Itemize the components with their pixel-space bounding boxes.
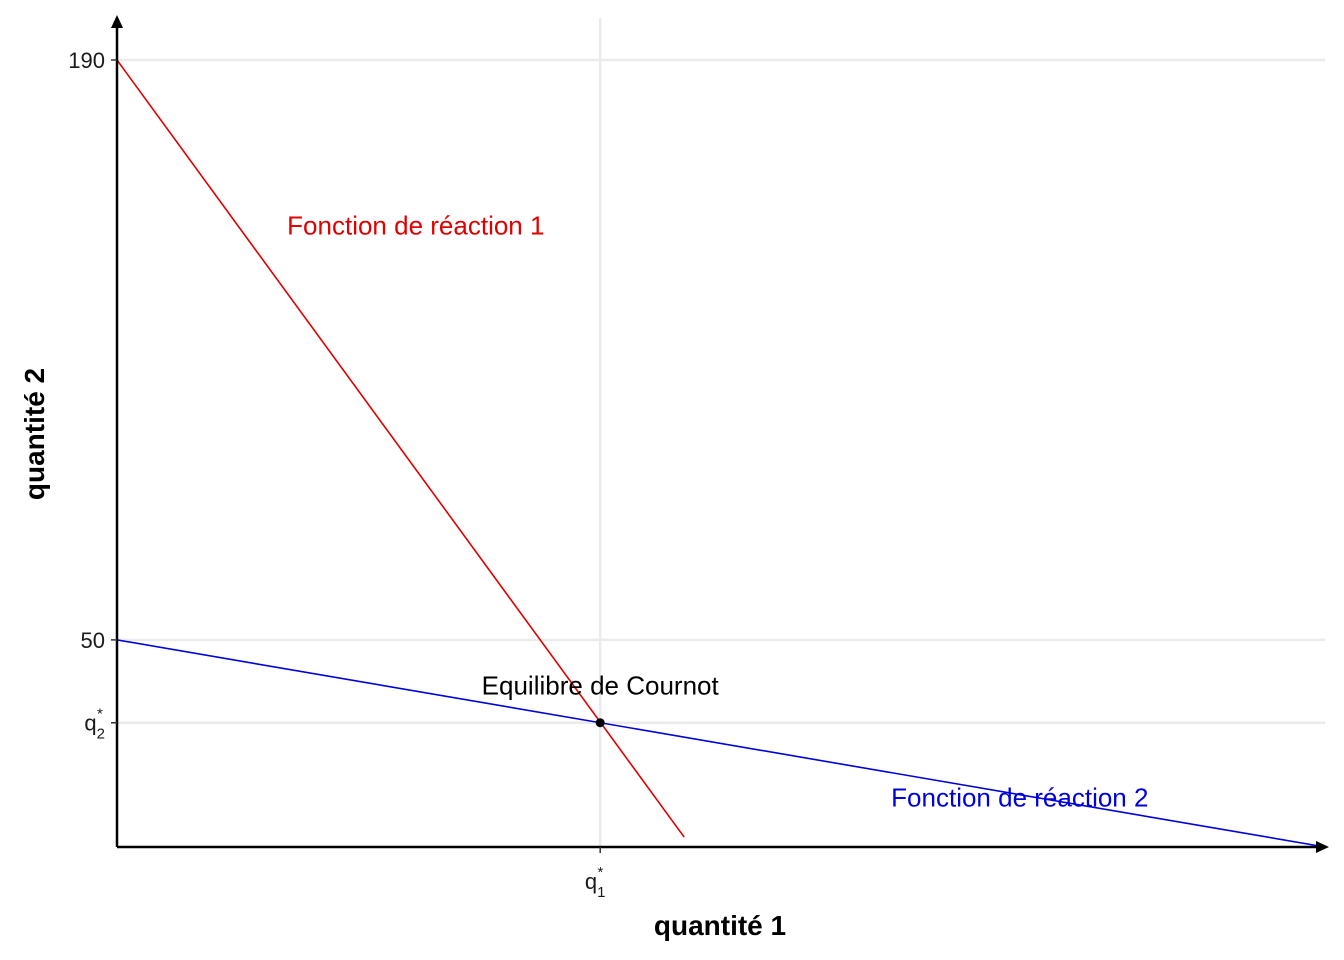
y-tick-label-0: 190: [68, 48, 105, 73]
axes: 190 50 q2* q1*: [68, 15, 1329, 901]
y-tick-label-2: q2*: [84, 706, 105, 743]
y-axis-title: quantité 2: [19, 368, 50, 500]
equilibrium-points: [595, 718, 605, 728]
series-line-2: [116, 639, 1326, 848]
y-axis-arrow: [111, 15, 123, 28]
x-axis-title: quantité 1: [654, 910, 786, 941]
series-line-1: [116, 59, 685, 838]
series-lines: [116, 59, 1326, 848]
x-tick-label-0: q1*: [585, 864, 606, 901]
annotation-3: Equilibre de Cournot: [482, 670, 720, 700]
y-tick-label-1: 50: [81, 628, 105, 653]
x-axis-arrow: [1316, 841, 1329, 853]
chart-labels: Fonction de réaction 1 Fonction de réacti…: [287, 211, 1148, 813]
annotation-2: Fonction de réaction 2: [891, 782, 1148, 812]
equilibrium-point: [595, 718, 605, 728]
annotation-1: Fonction de réaction 1: [287, 211, 544, 241]
grid-lines: [117, 18, 1325, 847]
